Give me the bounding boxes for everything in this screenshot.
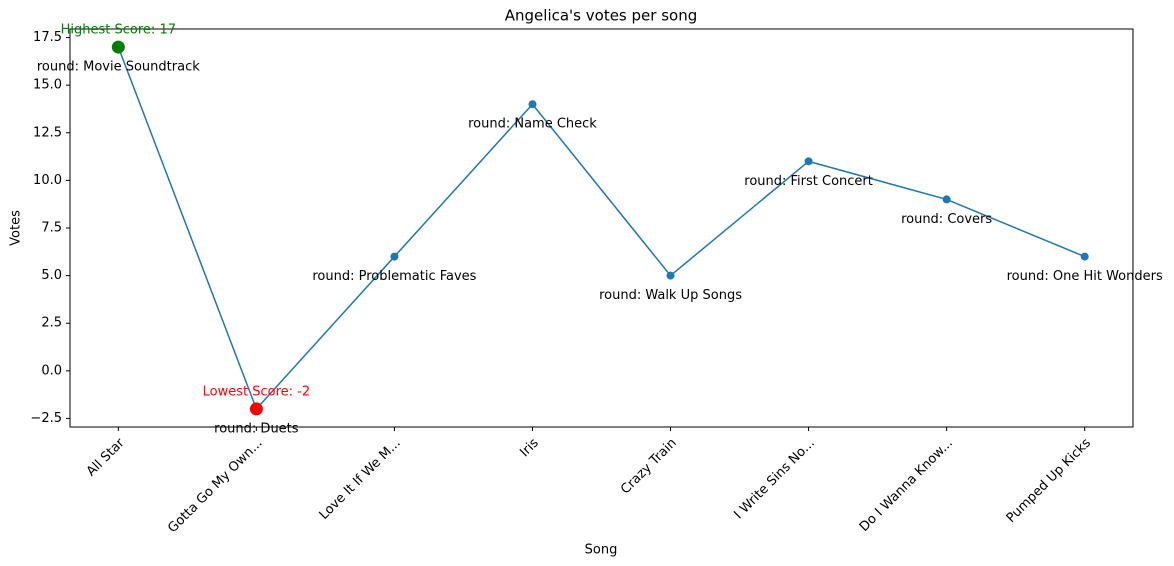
highlight-point <box>249 402 263 416</box>
point-label: round: Problematic Faves <box>312 269 476 284</box>
highlight-label: Highest Score: 17 <box>61 23 176 38</box>
point-label: round: Walk Up Songs <box>599 288 742 303</box>
highlight-point <box>111 40 125 54</box>
y-tick-label: 7.5 <box>41 221 62 236</box>
y-axis-label: Votes <box>9 210 24 246</box>
y-tick-label: 0.0 <box>41 363 62 378</box>
point-label: round: One Hit Wonders <box>1007 269 1163 284</box>
y-tick-label: 12.5 <box>33 125 62 140</box>
point-label: round: Duets <box>214 421 299 436</box>
y-tick-label: 10.0 <box>33 173 62 188</box>
x-tick-label: Love It If We M... <box>317 436 404 523</box>
point-label: round: Movie Soundtrack <box>37 60 200 75</box>
data-point <box>390 252 399 261</box>
x-tick-label: I Write Sins No... <box>731 436 817 522</box>
point-label: round: Name Check <box>468 117 597 132</box>
chart-title: Angelica's votes per song <box>505 7 697 25</box>
series-line <box>117 46 1085 411</box>
y-tick-label: 5.0 <box>41 268 62 283</box>
x-tick-label: Do I Wanna Know... <box>857 436 956 535</box>
plot-frame <box>69 28 1134 428</box>
x-tick-label: Crazy Train <box>618 436 680 498</box>
data-point <box>666 271 675 280</box>
point-label: round: Covers <box>901 212 992 227</box>
x-tick-label: All Star <box>84 435 128 479</box>
x-tick-label: Iris <box>517 436 542 461</box>
y-tick-label: −2.5 <box>30 411 62 426</box>
data-point <box>1080 252 1089 261</box>
y-tick-label: 17.5 <box>33 30 62 45</box>
x-tick-label: Gotta Go My Own... <box>165 436 265 536</box>
data-point <box>528 100 537 109</box>
highlight-label: Lowest Score: -2 <box>203 384 311 399</box>
x-axis-label: Song <box>585 543 618 558</box>
data-point <box>804 157 813 166</box>
y-tick-label: 2.5 <box>41 316 62 331</box>
y-tick-label: 15.0 <box>33 78 62 93</box>
x-tick-label: Pumped Up Kicks <box>1004 436 1094 526</box>
point-label: round: First Concert <box>744 174 873 189</box>
data-point <box>942 195 951 204</box>
